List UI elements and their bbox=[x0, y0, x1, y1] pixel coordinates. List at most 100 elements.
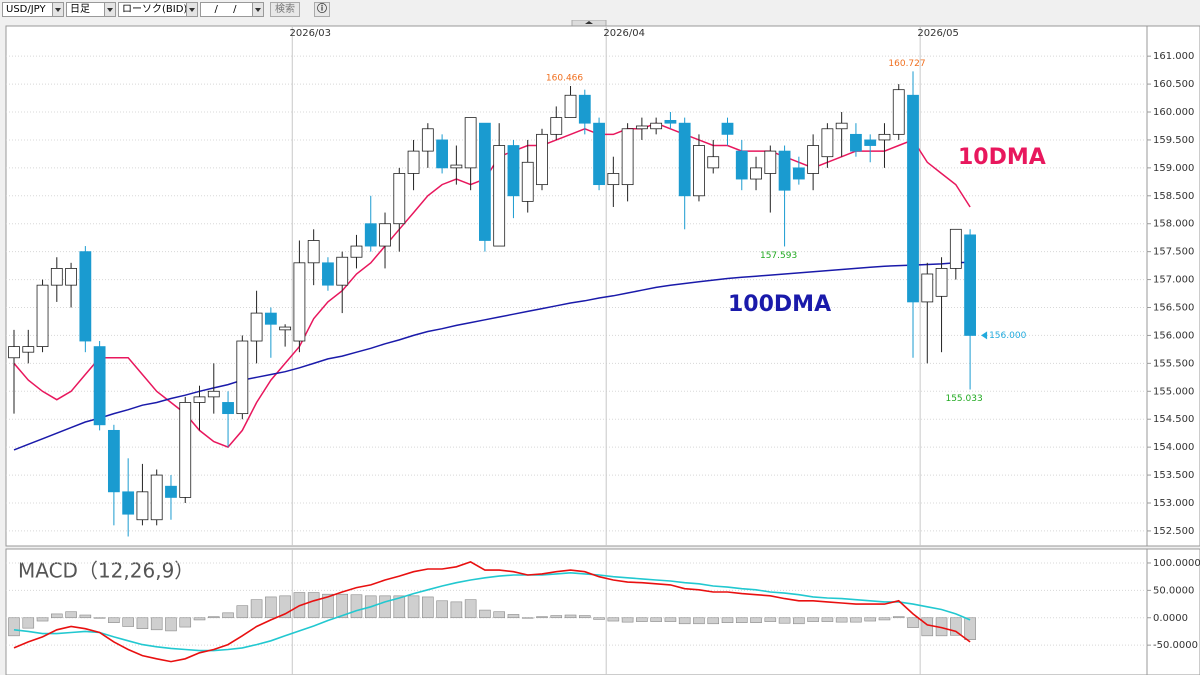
histogram-bar bbox=[793, 617, 805, 625]
histogram-bar bbox=[65, 611, 77, 619]
histogram-bar bbox=[79, 614, 92, 619]
candle-body bbox=[450, 164, 463, 169]
last-price-label: 156.000 bbox=[989, 331, 1026, 341]
y-tick-label: 155.000 bbox=[1153, 386, 1194, 397]
last-price-marker bbox=[981, 331, 988, 340]
y-tick-label: 50.0000 bbox=[1153, 585, 1194, 596]
histogram-bar bbox=[636, 617, 648, 622]
y-tick-label: 153.500 bbox=[1153, 470, 1194, 481]
macd-line bbox=[13, 561, 971, 663]
histogram-bar bbox=[778, 617, 791, 624]
histogram-bar bbox=[8, 617, 20, 637]
candle-body bbox=[150, 474, 163, 521]
chart-type-select[interactable]: ローソク(BID) bbox=[118, 2, 188, 17]
histogram-bar bbox=[693, 617, 705, 625]
histogram-bar bbox=[493, 611, 505, 619]
histogram-bar bbox=[179, 617, 192, 628]
histogram-bar bbox=[507, 614, 520, 619]
y-tick-label: 161.000 bbox=[1153, 51, 1194, 62]
candle-body bbox=[93, 346, 106, 426]
candle-body bbox=[364, 223, 377, 247]
histogram-bar bbox=[51, 613, 63, 619]
y-tick-label: 0.0000 bbox=[1153, 613, 1188, 624]
candle-body bbox=[821, 128, 834, 158]
candle-body bbox=[693, 145, 705, 197]
histogram-bar bbox=[807, 617, 819, 622]
y-tick-label: 158.000 bbox=[1153, 219, 1194, 230]
candle-body bbox=[207, 390, 220, 398]
candle-body bbox=[50, 268, 63, 286]
candle-body bbox=[421, 128, 434, 152]
candle-body bbox=[350, 245, 363, 258]
low-label: 155.033 bbox=[945, 394, 982, 404]
candle-body bbox=[507, 145, 520, 197]
candle-body bbox=[964, 234, 976, 336]
histogram-bar bbox=[964, 617, 976, 640]
candle-body bbox=[750, 167, 762, 180]
histogram-bar bbox=[950, 617, 962, 636]
high-label: 160.727 bbox=[888, 59, 925, 69]
period-select[interactable]: 日足 bbox=[66, 2, 106, 17]
histogram-bar bbox=[36, 617, 49, 622]
candle-body bbox=[8, 346, 20, 359]
candle-body bbox=[479, 122, 491, 241]
symbol-select[interactable]: USD/JPY bbox=[2, 2, 54, 17]
histogram-bar bbox=[479, 609, 491, 619]
candle-body bbox=[264, 312, 277, 325]
dropdown-arrow[interactable] bbox=[252, 2, 264, 17]
histogram-bar bbox=[165, 617, 177, 632]
histogram-bar bbox=[550, 615, 563, 619]
y-tick-label: 154.500 bbox=[1153, 414, 1194, 425]
search-button[interactable]: 検索 bbox=[270, 2, 300, 17]
histogram-bar bbox=[450, 601, 463, 619]
histogram-bar bbox=[436, 600, 448, 619]
histogram-bar bbox=[307, 592, 320, 619]
y-tick-label: 156.500 bbox=[1153, 303, 1194, 314]
candle-body bbox=[764, 150, 777, 174]
y-tick-label: 155.500 bbox=[1153, 358, 1194, 369]
candle-body bbox=[493, 145, 506, 247]
histogram-bar bbox=[521, 617, 534, 619]
histogram-bar bbox=[750, 617, 762, 623]
candle-body bbox=[79, 251, 92, 342]
legend-entry: 10DMA bbox=[958, 145, 1046, 170]
candle-body bbox=[835, 122, 848, 130]
histogram-bar bbox=[850, 617, 862, 623]
candle-body bbox=[65, 268, 77, 286]
dropdown-arrow[interactable] bbox=[186, 2, 198, 17]
candle-body bbox=[136, 491, 149, 521]
high-label: 160.466 bbox=[546, 73, 583, 83]
histogram-bar bbox=[921, 617, 934, 637]
histogram-bar bbox=[136, 617, 149, 630]
y-tick-label: 152.500 bbox=[1153, 526, 1194, 537]
candle-body bbox=[878, 133, 891, 141]
candle-body bbox=[721, 122, 734, 135]
y-tick-label: 160.000 bbox=[1153, 107, 1194, 118]
candle-body bbox=[521, 161, 534, 202]
macd-line bbox=[13, 571, 971, 652]
candle-body bbox=[165, 485, 177, 498]
main-panel bbox=[5, 25, 1200, 547]
candle-body bbox=[864, 139, 877, 146]
dropdown-arrow[interactable] bbox=[104, 2, 116, 17]
y-tick-label: 100.0000 bbox=[1153, 558, 1200, 569]
histogram-bar bbox=[222, 612, 234, 619]
y-tick-label: 153.000 bbox=[1153, 498, 1194, 509]
x-tick-label: 2026/03 bbox=[289, 28, 331, 39]
candle-body bbox=[536, 133, 548, 186]
histogram-bar bbox=[422, 596, 434, 619]
chart: MACD（12,26,9） 152.500 153.000 153.500 154.0… bbox=[0, 20, 1200, 675]
candle-body bbox=[735, 150, 748, 180]
candle-body bbox=[393, 173, 406, 225]
candle-body bbox=[107, 429, 120, 493]
macd-panel bbox=[5, 548, 1200, 675]
histogram-bar bbox=[236, 605, 249, 619]
candle-body bbox=[236, 340, 249, 415]
date-input[interactable]: / / bbox=[200, 2, 254, 17]
dropdown-arrow[interactable] bbox=[52, 2, 64, 17]
info-button[interactable]: ⓘ bbox=[314, 2, 330, 17]
y-tick-label: 159.000 bbox=[1153, 163, 1194, 174]
x-tick-label: 2026/04 bbox=[603, 28, 645, 39]
candle-body bbox=[36, 284, 49, 348]
